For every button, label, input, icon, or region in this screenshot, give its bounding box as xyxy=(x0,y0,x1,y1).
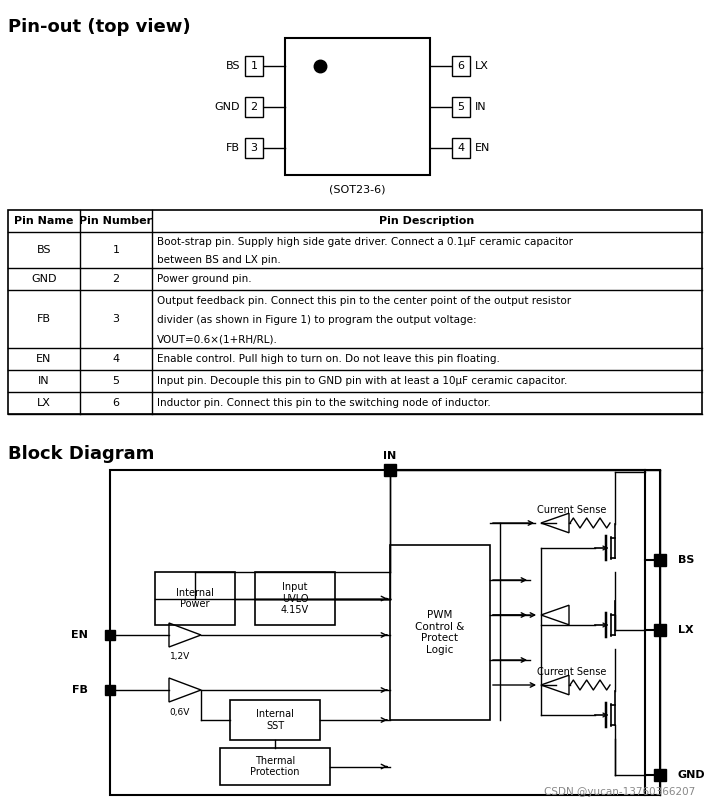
Text: 4: 4 xyxy=(457,143,464,153)
Text: Current Sense: Current Sense xyxy=(537,505,606,515)
Text: Pin Number: Pin Number xyxy=(80,216,153,226)
Text: 1: 1 xyxy=(251,61,258,71)
Text: BS: BS xyxy=(226,61,240,71)
Bar xyxy=(110,470,660,795)
Text: FB: FB xyxy=(72,685,88,695)
Text: between BS and LX pin.: between BS and LX pin. xyxy=(157,255,280,265)
Text: divider (as shown in Figure 1) to program the output voltage:: divider (as shown in Figure 1) to progra… xyxy=(157,315,476,325)
Text: LX: LX xyxy=(37,398,51,408)
Text: 0,6V: 0,6V xyxy=(170,707,190,716)
Text: CSDN @yucan-13760366207: CSDN @yucan-13760366207 xyxy=(544,787,695,797)
Text: LX: LX xyxy=(475,61,489,71)
Text: VOUT=0.6×(1+RH/RL).: VOUT=0.6×(1+RH/RL). xyxy=(157,334,278,345)
Text: Pin Description: Pin Description xyxy=(379,216,474,226)
Text: 5: 5 xyxy=(457,102,464,112)
Bar xyxy=(245,97,263,117)
Text: 4: 4 xyxy=(112,354,119,364)
Text: GND: GND xyxy=(31,274,57,284)
Text: 1,2V: 1,2V xyxy=(170,653,190,662)
Bar xyxy=(230,700,320,740)
Text: EN: EN xyxy=(475,143,491,153)
Text: Output feedback pin. Connect this pin to the center point of the output resistor: Output feedback pin. Connect this pin to… xyxy=(157,296,571,306)
Text: EN: EN xyxy=(36,354,52,364)
Bar xyxy=(452,97,470,117)
Bar xyxy=(390,545,490,720)
Bar xyxy=(245,56,263,76)
Text: BS: BS xyxy=(678,555,694,565)
Text: EN: EN xyxy=(71,630,88,640)
Text: Pin-out (top view): Pin-out (top view) xyxy=(8,18,190,36)
Text: 2: 2 xyxy=(251,102,258,112)
Text: Input
UVLO
4.15V: Input UVLO 4.15V xyxy=(281,582,309,615)
Text: (SOT23-6): (SOT23-6) xyxy=(329,184,386,194)
Bar xyxy=(285,38,430,175)
Text: IN: IN xyxy=(383,451,397,461)
Text: GND: GND xyxy=(678,770,706,780)
Bar xyxy=(452,56,470,76)
Text: IN: IN xyxy=(38,376,50,386)
Bar xyxy=(255,572,335,625)
Text: Pin Name: Pin Name xyxy=(14,216,74,226)
Text: Internal
SST: Internal SST xyxy=(256,709,294,731)
Bar xyxy=(452,138,470,158)
Text: BS: BS xyxy=(37,245,51,255)
Bar xyxy=(8,210,702,414)
Text: 3: 3 xyxy=(112,314,119,324)
Text: Enable control. Pull high to turn on. Do not leave this pin floating.: Enable control. Pull high to turn on. Do… xyxy=(157,354,500,364)
Text: FB: FB xyxy=(37,314,51,324)
Text: 2: 2 xyxy=(112,274,119,284)
Text: FB: FB xyxy=(226,143,240,153)
Text: Current Sense: Current Sense xyxy=(537,667,606,677)
Text: Thermal
Protection: Thermal Protection xyxy=(250,756,300,777)
Text: Internal
Power: Internal Power xyxy=(176,588,214,609)
Text: 3: 3 xyxy=(251,143,258,153)
Text: Boot-strap pin. Supply high side gate driver. Connect a 0.1μF ceramic capacitor: Boot-strap pin. Supply high side gate dr… xyxy=(157,237,573,247)
Text: 6: 6 xyxy=(457,61,464,71)
Text: Inductor pin. Connect this pin to the switching node of inductor.: Inductor pin. Connect this pin to the sw… xyxy=(157,398,491,408)
Text: LX: LX xyxy=(678,625,694,635)
Text: IN: IN xyxy=(475,102,486,112)
Text: PWM
Control &
Protect
Logic: PWM Control & Protect Logic xyxy=(415,610,464,655)
Text: 5: 5 xyxy=(112,376,119,386)
Bar xyxy=(245,138,263,158)
Text: GND: GND xyxy=(214,102,240,112)
Text: Input pin. Decouple this pin to GND pin with at least a 10μF ceramic capacitor.: Input pin. Decouple this pin to GND pin … xyxy=(157,376,567,386)
Text: Power ground pin.: Power ground pin. xyxy=(157,274,251,284)
Text: 6: 6 xyxy=(112,398,119,408)
Text: 1: 1 xyxy=(112,245,119,255)
Bar xyxy=(220,748,330,785)
Bar xyxy=(155,572,235,625)
Text: Block Diagram: Block Diagram xyxy=(8,445,154,463)
